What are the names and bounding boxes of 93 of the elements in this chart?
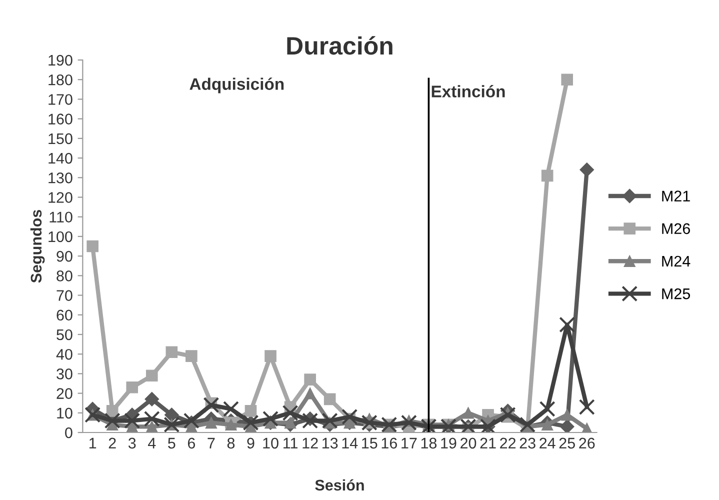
point [146, 420, 158, 432]
y-tick-label: 20 [56, 388, 72, 399]
point [106, 405, 118, 417]
y-tick-label: 130 [48, 172, 72, 184]
point [144, 410, 160, 427]
point [561, 408, 574, 421]
x-tick-label: 4 [148, 438, 156, 448]
y-tick-label: 10 [57, 408, 72, 419]
chart-title: Duración [287, 36, 392, 55]
point [500, 406, 516, 423]
point [580, 162, 594, 178]
point [400, 414, 417, 431]
annotation: Adquisición [190, 78, 284, 94]
y-tick-label: 110 [50, 212, 72, 223]
y-tick-label: 50 [56, 329, 72, 340]
y-tick-label: 150 [48, 133, 72, 144]
y-tick-label: 100 [48, 231, 72, 242]
x-tick-label: 11 [284, 438, 298, 448]
point [304, 387, 316, 400]
x-tick-label: 18 [421, 438, 437, 449]
point [203, 397, 220, 414]
x-tick-label: 15 [362, 438, 378, 449]
x-tick-label: 22 [500, 438, 516, 448]
point [244, 405, 257, 417]
point [264, 350, 276, 362]
y-axis-title: Segundos [30, 210, 45, 283]
point [222, 400, 239, 417]
point [541, 170, 554, 182]
point [205, 416, 218, 429]
point [561, 74, 574, 86]
point [146, 370, 158, 382]
x-tick-label: 26 [579, 438, 595, 449]
x-tick-label: 24 [540, 438, 556, 448]
y-tick-label: 90 [56, 250, 72, 262]
annotation: Extinción [432, 85, 505, 98]
point [166, 346, 178, 358]
point [186, 350, 198, 362]
point [462, 406, 474, 419]
y-tick-label: 30 [56, 368, 72, 380]
point [541, 418, 554, 431]
x-tick-label: 2 [108, 438, 116, 448]
x-tick-label: 19 [441, 438, 456, 449]
point [144, 392, 160, 406]
point [86, 240, 98, 252]
y-tick-label: 60 [56, 310, 72, 321]
x-axis-title: Sesión [315, 479, 364, 491]
point [578, 399, 595, 415]
point [560, 419, 574, 432]
y-tick-label: 80 [56, 270, 72, 282]
point [284, 416, 296, 429]
point [126, 382, 138, 394]
x-tick-label: 21 [480, 438, 496, 448]
point [302, 412, 318, 429]
y-tick-label: 0 [65, 427, 72, 438]
legend-label: M24 [662, 256, 690, 266]
x-tick-label: 1 [89, 438, 96, 448]
x-tick-label: 7 [208, 438, 215, 448]
y-tick-label: 120 [48, 192, 72, 203]
x-tick-label: 8 [227, 438, 235, 449]
y-tick-label: 70 [56, 290, 72, 301]
point [539, 400, 556, 417]
legend-label: M21 [662, 190, 690, 202]
x-tick-label: 3 [128, 438, 136, 449]
point [520, 416, 536, 432]
y-tick-label: 180 [48, 74, 72, 86]
legend-label: M26 [662, 223, 690, 234]
point [262, 410, 279, 427]
y-tick-label: 140 [48, 152, 72, 164]
point [164, 408, 179, 422]
x-tick-label: 9 [247, 438, 254, 449]
point [342, 408, 358, 425]
x-tick-label: 14 [342, 438, 358, 448]
legend-label: M25 [662, 288, 690, 300]
x-tick-label: 23 [520, 438, 536, 449]
x-tick-label: 6 [188, 438, 196, 449]
point [124, 412, 140, 429]
point [304, 374, 316, 386]
x-tick-label: 13 [322, 438, 338, 449]
x-tick-label: 20 [460, 438, 476, 449]
point [322, 412, 338, 429]
point [324, 393, 336, 406]
x-tick-label: 5 [168, 438, 176, 449]
y-tick-label: 40 [56, 348, 72, 360]
y-tick-label: 160 [48, 114, 72, 124]
y-tick-label: 170 [48, 94, 72, 105]
x-tick-label: 16 [382, 438, 397, 449]
x-tick-label: 17 [402, 438, 417, 448]
x-tick-label: 12 [302, 438, 318, 448]
x-tick-label: 10 [263, 438, 278, 449]
x-tick-label: 25 [559, 438, 575, 449]
point [559, 316, 576, 333]
point [282, 404, 298, 421]
y-tick-label: 190 [48, 54, 72, 66]
